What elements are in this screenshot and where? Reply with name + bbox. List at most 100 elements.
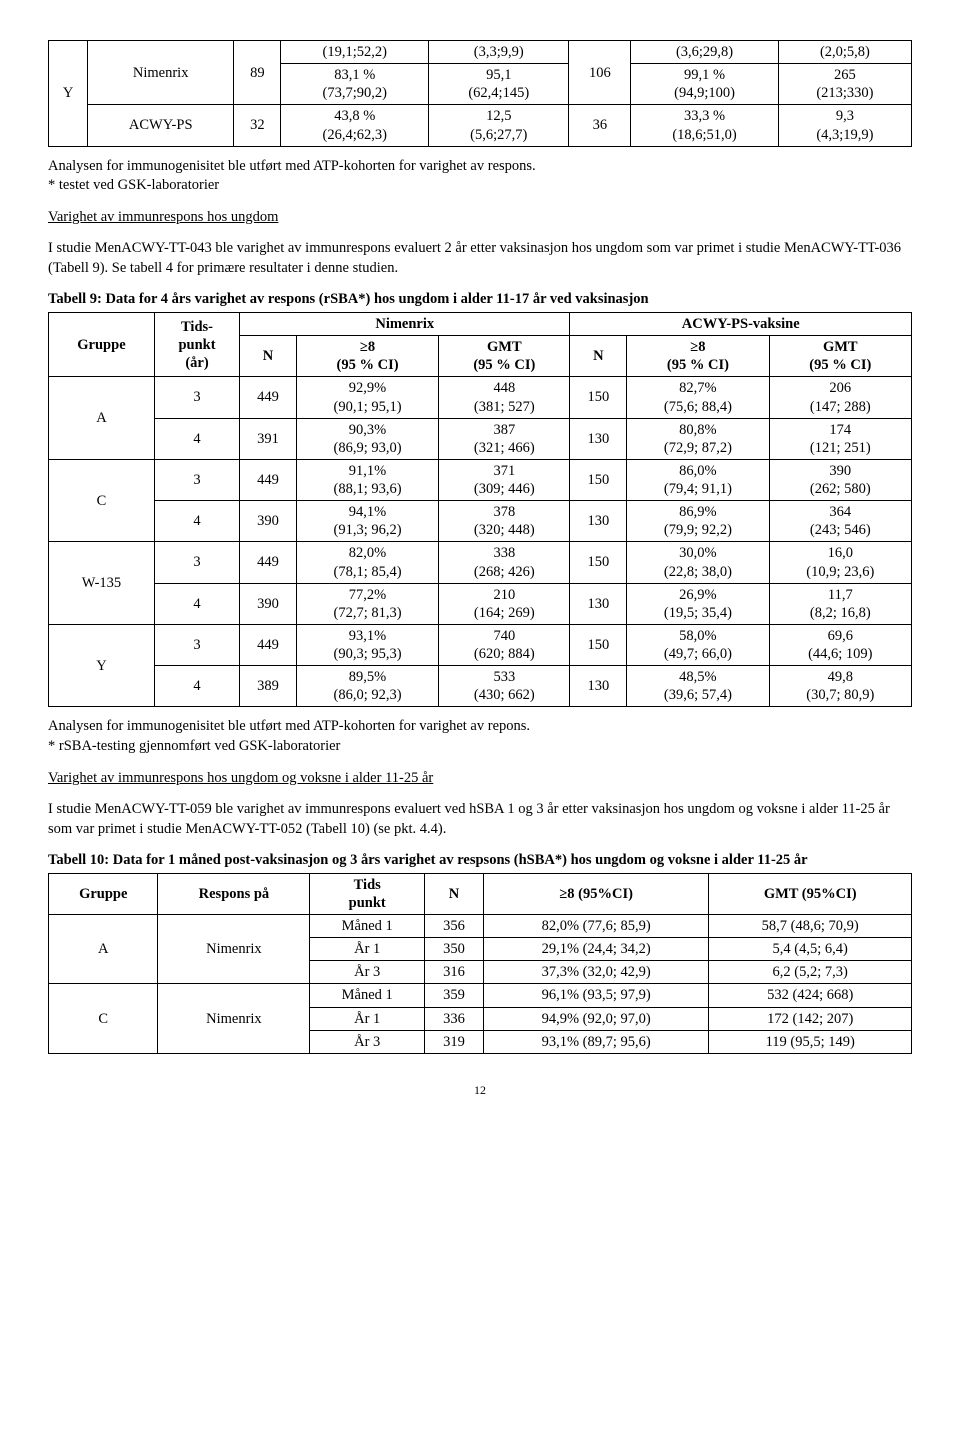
table9-caption: Tabell 9: Data for 4 års varighet av res… — [48, 290, 912, 310]
table10: Gruppe Respons på Tidspunkt N ≥8 (95%CI)… — [48, 873, 912, 1054]
cell: 336 — [425, 1007, 484, 1030]
cell: 96,1% (93,5; 97,9) — [483, 984, 709, 1007]
cell: 130 — [570, 583, 627, 624]
cell: 391 — [240, 418, 297, 459]
table-row: 438989,5%(86,0; 92,3)533(430; 662)13048,… — [49, 666, 912, 707]
group-cell: A — [49, 915, 158, 984]
cell: 99,1 %(94,9;100) — [631, 64, 779, 105]
cell: 95,1(62,4;145) — [429, 64, 569, 105]
cell: 82,0%(78,1; 85,4) — [296, 542, 438, 583]
cell: 69,6(44,6; 109) — [769, 624, 911, 665]
cell: 94,9% (92,0; 97,0) — [483, 1007, 709, 1030]
th-gmt: GMT (95%CI) — [709, 873, 912, 914]
table-row: CNimenrixMåned 135996,1% (93,5; 97,9)532… — [49, 984, 912, 1007]
table-row: 439077,2%(72,7; 81,3)210(164; 269)13026,… — [49, 583, 912, 624]
cell: 4 — [154, 583, 239, 624]
n1: 32 — [234, 105, 281, 146]
cell: 448(381; 527) — [439, 377, 570, 418]
cell: 82,0% (77,6; 85,9) — [483, 915, 709, 938]
cell: 449 — [240, 377, 297, 418]
group-y: Y — [49, 41, 88, 147]
cell: 12,5(5,6;27,7) — [429, 105, 569, 146]
cell: 533(430; 662) — [439, 666, 570, 707]
th-ge8: ≥8 (95%CI) — [483, 873, 709, 914]
cell: 92,9%(90,1; 95,1) — [296, 377, 438, 418]
cell: 49,8(30,7; 80,9) — [769, 666, 911, 707]
th-ge8: ≥8(95 % CI) — [296, 336, 438, 377]
table-top-footnote1: Analysen for immunogenisitet ble utført … — [48, 157, 912, 177]
cell: År 3 — [310, 961, 425, 984]
respons-cell: Nimenrix — [158, 915, 310, 984]
group-cell: C — [49, 459, 155, 542]
group-cell: Y — [49, 624, 155, 707]
cell: 58,0%(49,7; 66,0) — [627, 624, 769, 665]
cell: 91,1%(88,1; 93,6) — [296, 459, 438, 500]
cell: 16,0(10,9; 23,6) — [769, 542, 911, 583]
cell: 150 — [570, 377, 627, 418]
respons-cell: Nimenrix — [158, 984, 310, 1053]
cell: Måned 1 — [310, 984, 425, 1007]
cell: 150 — [570, 624, 627, 665]
cell: 350 — [425, 938, 484, 961]
cell: 29,1% (24,4; 34,2) — [483, 938, 709, 961]
table9: Gruppe Tids-punkt(år) Nimenrix ACWY-PS-v… — [48, 312, 912, 707]
table-row: A344992,9%(90,1; 95,1)448(381; 527)15082… — [49, 377, 912, 418]
cell: 3 — [154, 542, 239, 583]
cell: 119 (95,5; 149) — [709, 1030, 912, 1053]
cell: 206(147; 288) — [769, 377, 911, 418]
cell: (3,6;29,8) — [631, 41, 779, 64]
cell: Måned 1 — [310, 915, 425, 938]
th-acwy: ACWY-PS-vaksine — [570, 313, 912, 336]
cell: 210(164; 269) — [439, 583, 570, 624]
cell: 174(121; 251) — [769, 418, 911, 459]
th-gruppe: Gruppe — [49, 873, 158, 914]
cell: 6,2 (5,2; 7,3) — [709, 961, 912, 984]
vaccine-nimenrix: Nimenrix — [88, 41, 234, 105]
cell: 3 — [154, 377, 239, 418]
table-top-fragment: Y Nimenrix 89 (19,1;52,2) (3,3;9,9) 106 … — [48, 40, 912, 147]
cell: 80,8%(72,9; 87,2) — [627, 418, 769, 459]
cell: 130 — [570, 666, 627, 707]
page-number: 12 — [48, 1082, 912, 1098]
section1-heading: Varighet av immunrespons hos ungdom — [48, 208, 912, 228]
cell: 319 — [425, 1030, 484, 1053]
cell: 77,2%(72,7; 81,3) — [296, 583, 438, 624]
cell: 58,7 (48,6; 70,9) — [709, 915, 912, 938]
th-respons: Respons på — [158, 873, 310, 914]
table-row: 439190,3%(86,9; 93,0)387(321; 466)13080,… — [49, 418, 912, 459]
group-cell: C — [49, 984, 158, 1053]
cell: (3,3;9,9) — [429, 41, 569, 64]
cell: 390 — [240, 583, 297, 624]
cell: 389 — [240, 666, 297, 707]
cell: 37,3% (32,0; 42,9) — [483, 961, 709, 984]
cell: 9,3(4,3;19,9) — [778, 105, 911, 146]
cell: 449 — [240, 624, 297, 665]
section1-para: I studie MenACWY-TT-043 ble varighet av … — [48, 239, 912, 278]
cell: 4 — [154, 666, 239, 707]
group-cell: A — [49, 377, 155, 460]
table9-footnote1: Analysen for immunogenisitet ble utført … — [48, 717, 912, 737]
cell: 449 — [240, 459, 297, 500]
th-gmt: GMT(95 % CI) — [439, 336, 570, 377]
vaccine-acwyps: ACWY-PS — [88, 105, 234, 146]
cell: 86,9%(79,9; 92,2) — [627, 501, 769, 542]
th-n: N — [570, 336, 627, 377]
cell: 356 — [425, 915, 484, 938]
cell: 387(321; 466) — [439, 418, 570, 459]
cell: 150 — [570, 542, 627, 583]
cell: 130 — [570, 501, 627, 542]
cell: 359 — [425, 984, 484, 1007]
cell: (19,1;52,2) — [281, 41, 429, 64]
cell: 94,1%(91,3; 96,2) — [296, 501, 438, 542]
cell: 93,1%(90,3; 95,3) — [296, 624, 438, 665]
cell: 83,1 %(73,7;90,2) — [281, 64, 429, 105]
cell: 532 (424; 668) — [709, 984, 912, 1007]
cell: 3 — [154, 459, 239, 500]
cell: 86,0%(79,4; 91,1) — [627, 459, 769, 500]
cell: (2,0;5,8) — [778, 41, 911, 64]
th-gruppe: Gruppe — [49, 313, 155, 377]
section2-heading: Varighet av immunrespons hos ungdom og v… — [48, 769, 912, 789]
cell: 378(320; 448) — [439, 501, 570, 542]
th-gmt: GMT(95 % CI) — [769, 336, 911, 377]
th-n: N — [240, 336, 297, 377]
